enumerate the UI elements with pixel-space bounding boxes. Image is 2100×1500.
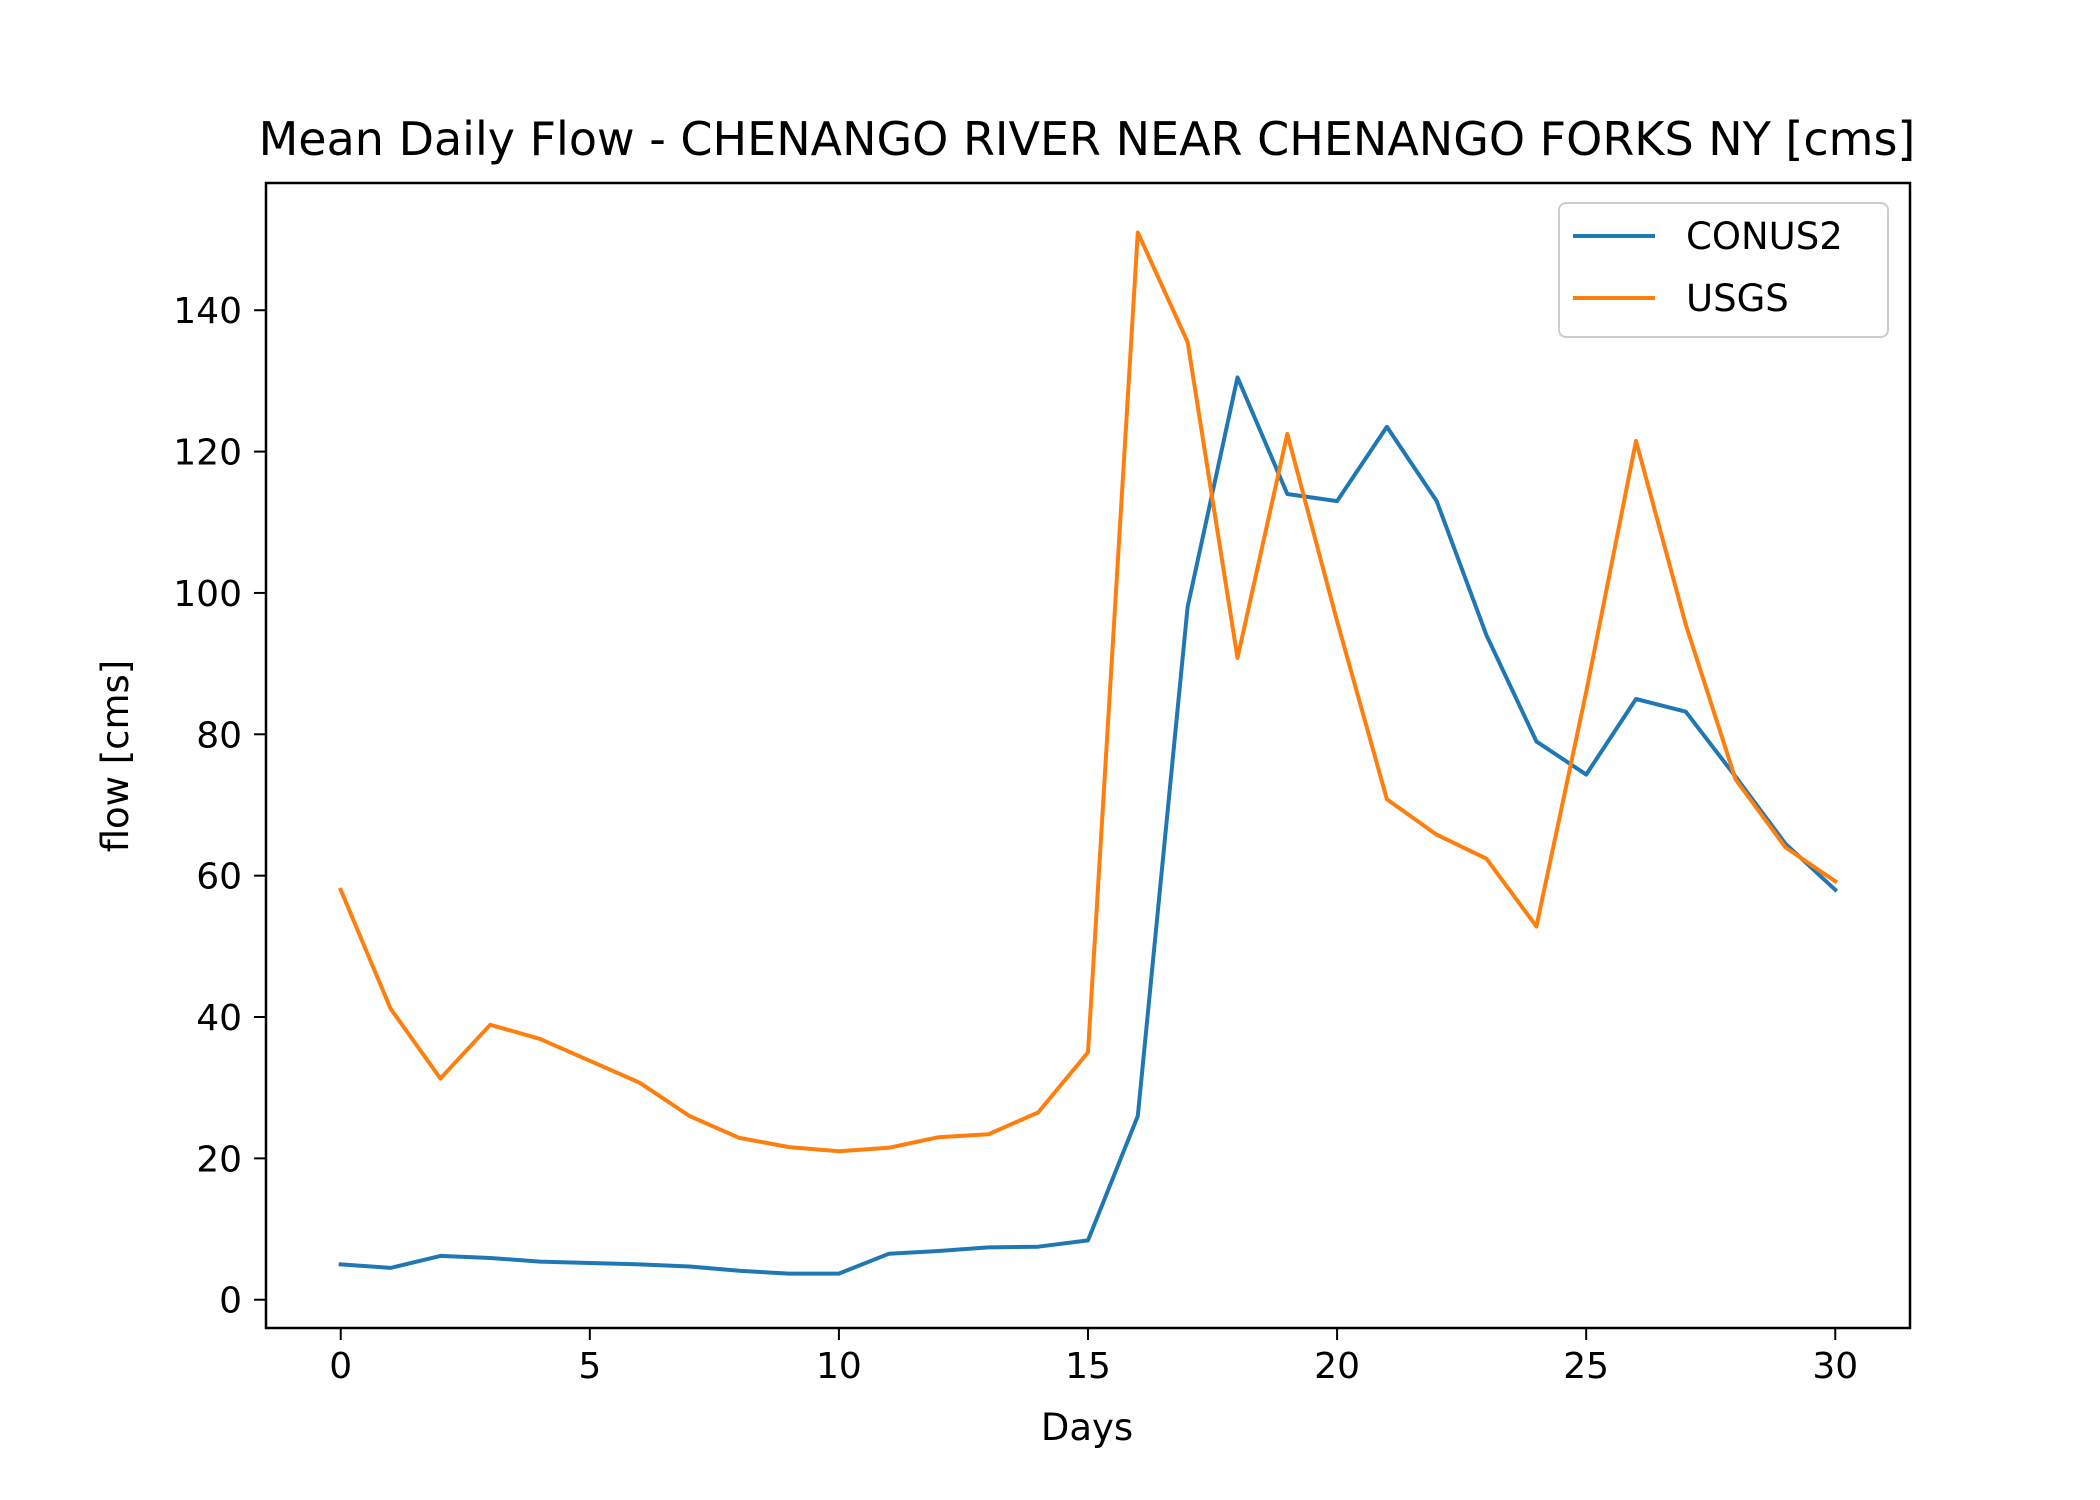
series-line-conus2 bbox=[338, 375, 1839, 1276]
y-tick-label: 100 bbox=[173, 574, 242, 615]
plot-area bbox=[338, 230, 1839, 1276]
axis-ticks: 0 5 10 15 20 25 30 0 20 40 60 80 100 120 140 bbox=[173, 291, 1858, 1387]
x-tick-label: 10 bbox=[816, 1346, 862, 1387]
y-axis-label: flow [cms] bbox=[94, 660, 137, 853]
x-tick-label: 25 bbox=[1563, 1346, 1609, 1387]
y-tick-label: 140 bbox=[173, 291, 242, 332]
y-tick-label: 0 bbox=[219, 1281, 242, 1322]
x-tick-label: 15 bbox=[1065, 1346, 1111, 1387]
x-axis-label: Days bbox=[1041, 1406, 1133, 1449]
series-line-usgs bbox=[338, 230, 1839, 1154]
legend-label-conus2: CONUS2 bbox=[1686, 215, 1843, 258]
axes-frame bbox=[264, 181, 1912, 1330]
x-tick-label: 0 bbox=[329, 1346, 352, 1387]
x-tick-label: 20 bbox=[1314, 1346, 1360, 1387]
legend: CONUS2 USGS bbox=[1558, 202, 1889, 338]
y-tick-label: 20 bbox=[196, 1139, 242, 1180]
y-tick-label: 60 bbox=[196, 857, 242, 898]
x-tick-label: 5 bbox=[578, 1346, 601, 1387]
legend-label-usgs: USGS bbox=[1686, 277, 1789, 320]
y-tick-label: 80 bbox=[196, 715, 242, 756]
y-tick-label: 120 bbox=[173, 433, 242, 474]
y-tick-label: 40 bbox=[196, 998, 242, 1039]
x-tick-label: 30 bbox=[1812, 1346, 1858, 1387]
chart-title: Mean Daily Flow - CHENANGO RIVER NEAR CH… bbox=[259, 112, 1916, 166]
